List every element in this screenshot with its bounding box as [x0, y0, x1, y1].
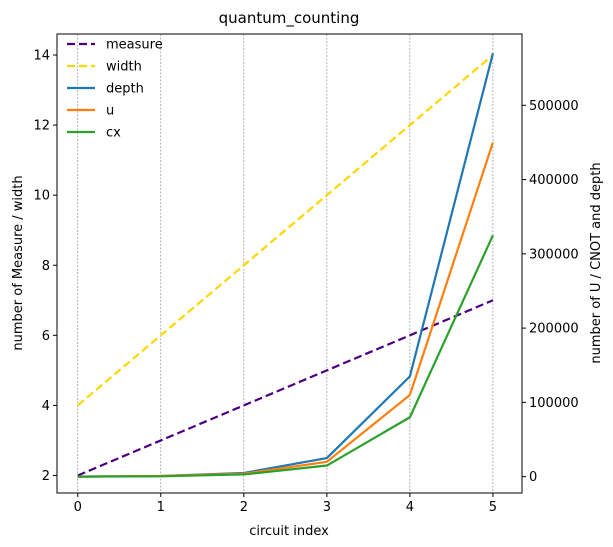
right-tick-label: 100000 — [529, 396, 579, 411]
left-tick-label: 14 — [33, 49, 50, 64]
right-tick-label: 500000 — [529, 99, 579, 114]
left-tick-label: 10 — [33, 189, 50, 204]
right-axis-label: number of U / CNOT and depth — [589, 162, 604, 363]
x-tick-label: 1 — [157, 500, 165, 515]
right-tick-label: 300000 — [529, 247, 579, 262]
legend-label-measure: measure — [106, 38, 163, 53]
series-line-width — [77, 54, 494, 407]
left-tick-label: 2 — [42, 469, 50, 484]
right-tick-label: 400000 — [529, 173, 579, 188]
left-tick-label: 4 — [42, 399, 50, 414]
right-axis-ticks: 0 100000 200000 300000 400000 500000 — [522, 99, 579, 485]
chart-title: quantum_counting — [219, 9, 360, 28]
left-tick-label: 12 — [33, 119, 50, 134]
x-tick-label: 0 — [74, 500, 82, 515]
series-line-u — [77, 142, 494, 478]
x-tick-label: 3 — [323, 500, 331, 515]
legend-label-width: width — [106, 60, 142, 75]
x-axis-label: circuit index — [249, 524, 329, 539]
x-tick-label: 2 — [240, 500, 248, 515]
series-line-measure — [77, 299, 494, 477]
left-axis-ticks: 2 4 6 8 10 12 14 — [33, 49, 57, 484]
series-lines — [77, 53, 495, 478]
legend-label-depth: depth — [106, 82, 144, 97]
legend-label-u: u — [106, 104, 114, 119]
plot-frame — [56, 33, 523, 494]
left-axis-label: number of Measure / width — [11, 175, 26, 350]
legend-label-cx: cx — [106, 126, 121, 141]
legend: measure width depth u cx — [67, 38, 163, 141]
x-axis-ticks: 0 1 2 3 4 5 — [74, 493, 497, 515]
grid-lines — [77, 34, 494, 493]
series-line-depth — [77, 53, 495, 478]
series-line-cx — [77, 234, 494, 478]
left-tick-label: 8 — [42, 259, 50, 274]
x-tick-label: 5 — [489, 500, 497, 515]
left-tick-label: 6 — [42, 329, 50, 344]
right-tick-label: 0 — [529, 470, 537, 485]
x-tick-label: 4 — [406, 500, 414, 515]
right-tick-label: 200000 — [529, 322, 579, 337]
